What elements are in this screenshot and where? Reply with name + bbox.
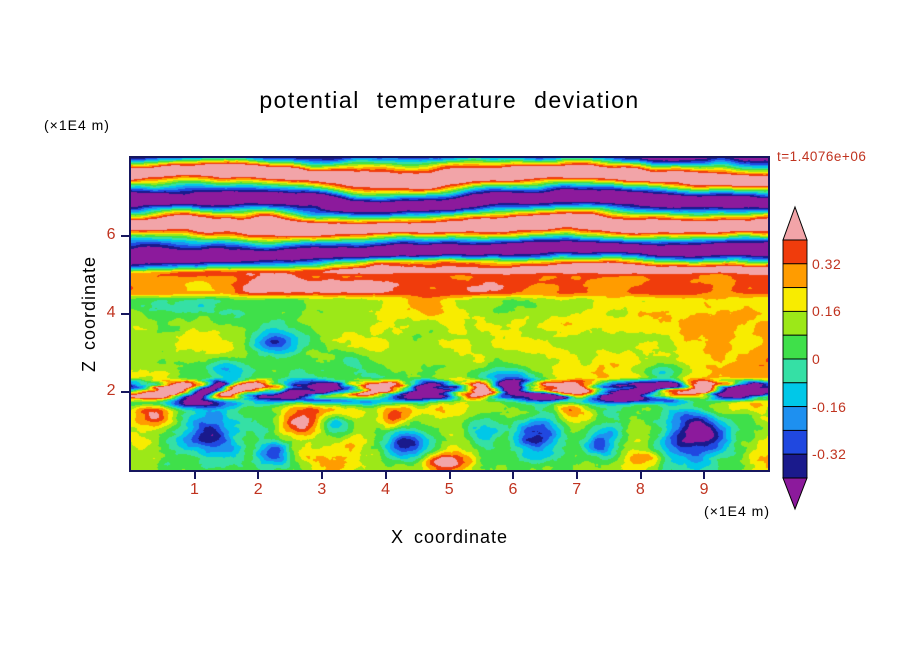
x-tick-label: 2 [253, 481, 264, 498]
x-tick-mark [321, 472, 324, 479]
x-tick-mark [703, 472, 706, 479]
time-label: t=1.4076e+06 [777, 149, 867, 164]
z-tick-mark [121, 313, 129, 315]
x-tick-mark [193, 472, 196, 479]
x-tick-label: 5 [444, 481, 455, 498]
x-tick-label: 6 [508, 481, 518, 498]
x-tick-mark [575, 472, 578, 479]
x-tick-mark [448, 472, 451, 479]
colorbar-tick-label: 0.32 [812, 255, 842, 272]
x-tick-label: 4 [381, 481, 391, 498]
x-tick-label: 9 [699, 481, 709, 498]
colorbar-tick-label: 0.16 [812, 303, 842, 320]
x-tick-mark [257, 472, 260, 479]
colorbar-tick-label: -0.32 [812, 446, 847, 463]
x-tick-mark [639, 472, 642, 479]
y-axis-unit-label: (×1E4 m) [44, 117, 110, 133]
x-tick-mark [384, 472, 387, 479]
x-tick-label: 1 [189, 481, 200, 498]
z-tick-label: 6 [106, 226, 116, 243]
z-tick-label: 2 [106, 382, 116, 399]
plot-frame [129, 156, 770, 472]
x-axis-label: X coordinate [390, 527, 509, 547]
x-tick-mark [512, 472, 515, 479]
colorbar-tick-label: 0 [812, 351, 821, 367]
colorbar [782, 205, 808, 511]
z-tick-mark [121, 391, 129, 393]
z-tick-label: 4 [106, 304, 116, 321]
plot-title: potential temperature deviation [259, 87, 640, 113]
contour-field-canvas [131, 158, 768, 470]
x-tick-label: 7 [572, 481, 582, 498]
x-axis-unit-label: (×1E4 m) [704, 503, 770, 519]
colorbar-tick-label: -0.16 [812, 398, 847, 415]
x-tick-label: 8 [635, 481, 646, 498]
z-tick-mark [121, 235, 129, 237]
x-tick-label: 3 [317, 481, 327, 498]
